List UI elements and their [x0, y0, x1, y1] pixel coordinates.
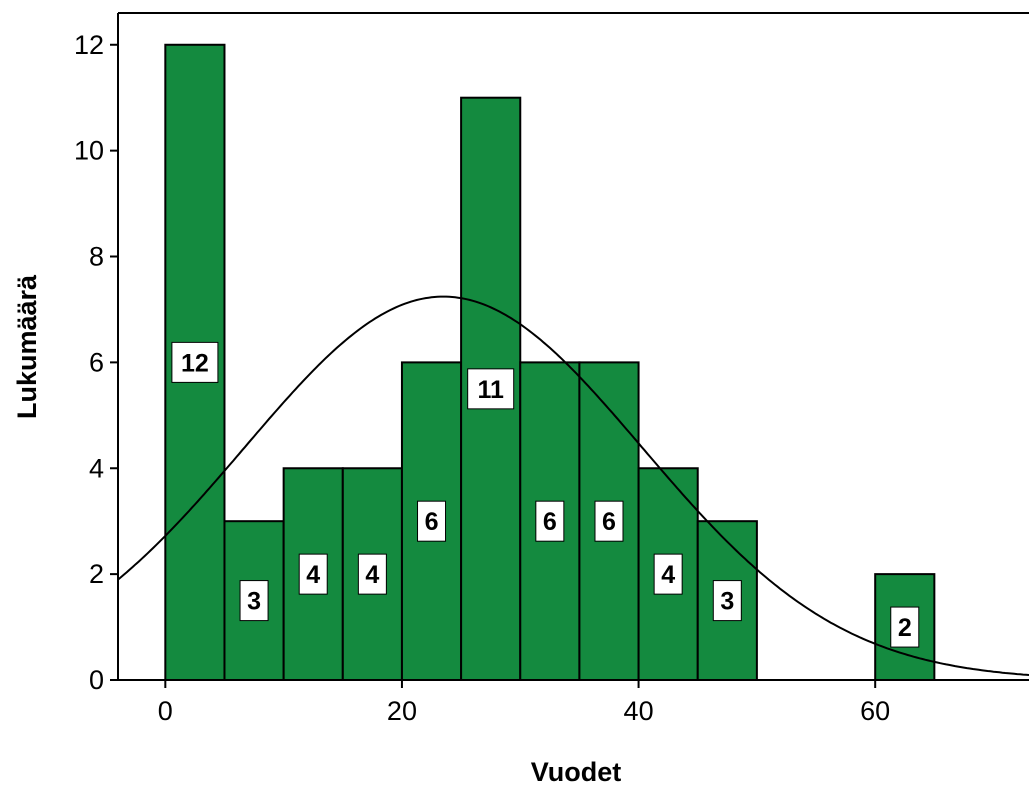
data-label: 4 [306, 561, 320, 589]
data-label-box [417, 500, 447, 542]
data-labels-layer: 12 3 4 4 6 11 6 6 4 3 2 [171, 341, 920, 648]
data-label-box [594, 500, 624, 542]
y-tick-label: 12 [74, 30, 104, 60]
y-tick-label: 4 [89, 453, 104, 483]
x-tick-label: 40 [624, 696, 654, 726]
data-label: 3 [247, 588, 261, 616]
data-label: 2 [898, 614, 912, 642]
data-label: 6 [602, 508, 616, 536]
y-tick-label: 6 [89, 347, 104, 377]
data-label: 3 [720, 588, 734, 616]
data-label-box [171, 341, 219, 383]
axes-layer [117, 12, 1029, 681]
ticks-layer: 0 20 40 60 0 2 4 6 8 10 12 [74, 30, 890, 726]
data-label: 4 [365, 561, 379, 589]
data-label: 11 [477, 376, 504, 404]
data-label: 4 [661, 561, 675, 589]
data-label-box [357, 553, 387, 595]
x-tick-label: 0 [158, 696, 173, 726]
x-tick-label: 60 [860, 696, 890, 726]
data-label-box [239, 580, 269, 622]
y-axis-title: Lukumäärä [12, 274, 42, 419]
histogram-bar [578, 361, 640, 681]
data-label-box [653, 553, 683, 595]
x-tick-label: 20 [387, 696, 417, 726]
data-label-box [535, 500, 565, 542]
data-label: 6 [425, 508, 439, 536]
data-label-box [890, 606, 920, 648]
bars-layer [164, 43, 936, 682]
data-label: 12 [181, 349, 209, 377]
data-label-box [467, 368, 515, 410]
y-tick-label: 2 [89, 559, 104, 589]
y-tick-label: 10 [74, 136, 104, 166]
y-tick-label: 0 [89, 665, 104, 695]
data-label-box [298, 553, 328, 595]
x-axis-title: Vuodet [531, 757, 622, 787]
normal-curve [117, 295, 1029, 676]
data-label-box [712, 580, 742, 622]
data-label: 6 [543, 508, 557, 536]
y-tick-label: 8 [89, 242, 104, 272]
